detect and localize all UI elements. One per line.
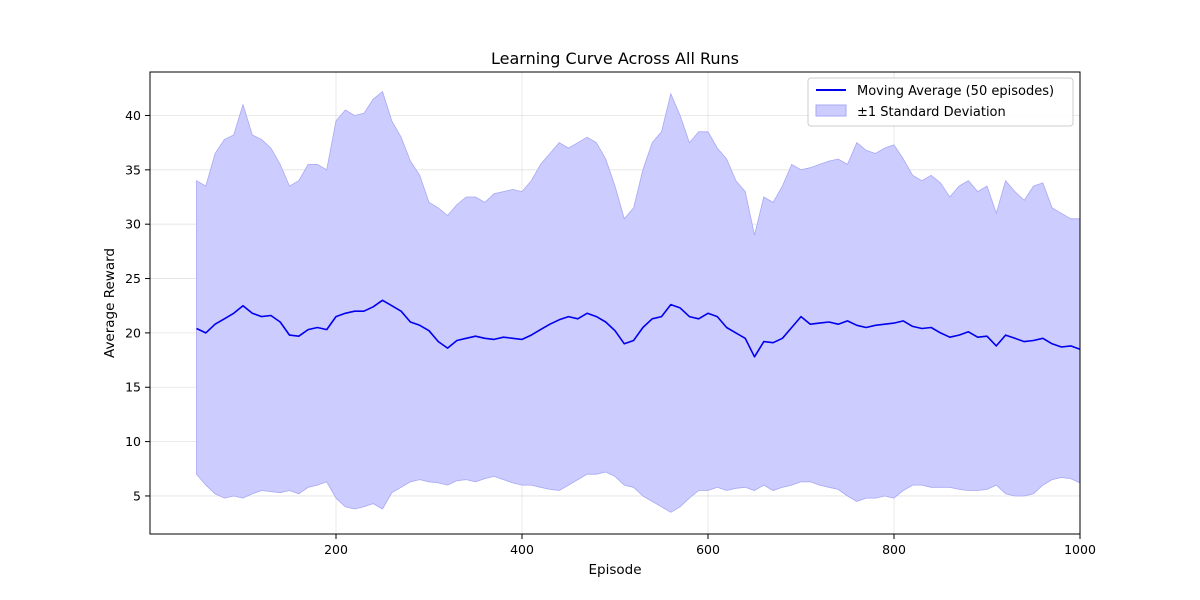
- y-tick-label-40: 40: [125, 108, 141, 123]
- x-tick-label-800: 800: [882, 542, 906, 557]
- x-axis-label: Episode: [588, 562, 641, 578]
- y-tick-label-10: 10: [125, 434, 141, 449]
- legend-box: [807, 77, 1074, 127]
- y-axis: 5 10 15 20 25 30 35 40: [125, 108, 150, 503]
- x-tick-label-400: 400: [510, 542, 534, 557]
- y-tick-label-30: 30: [125, 217, 141, 232]
- legend: Moving Average (50 episodes) ±1 Standard…: [807, 77, 1074, 127]
- x-tick-label-200: 200: [324, 542, 348, 557]
- x-tick-label-1000: 1000: [1064, 542, 1096, 557]
- y-tick-label-15: 15: [125, 380, 141, 395]
- moving-average-line: [196, 299, 1081, 358]
- y-axis-label: Average Reward: [102, 248, 118, 358]
- x-tick-label-600: 600: [696, 542, 720, 557]
- plot-frame: [149, 71, 1081, 535]
- y-tick-label-5: 5: [133, 488, 141, 503]
- chart-title: Learning Curve Across All Runs: [491, 49, 739, 68]
- std-deviation-band: [196, 90, 1081, 513]
- y-tick-label-35: 35: [125, 162, 141, 177]
- legend-swatch-std-deviation: [815, 104, 847, 117]
- legend-entry-moving-average: Moving Average (50 episodes): [857, 84, 1054, 99]
- y-tick-label-25: 25: [125, 271, 141, 286]
- plot-area: [196, 90, 1081, 513]
- legend-entry-std-deviation: ±1 Standard Deviation: [857, 105, 1006, 120]
- x-axis: 200 400 600 800 1000: [324, 534, 1096, 557]
- y-tick-label-20: 20: [125, 325, 141, 340]
